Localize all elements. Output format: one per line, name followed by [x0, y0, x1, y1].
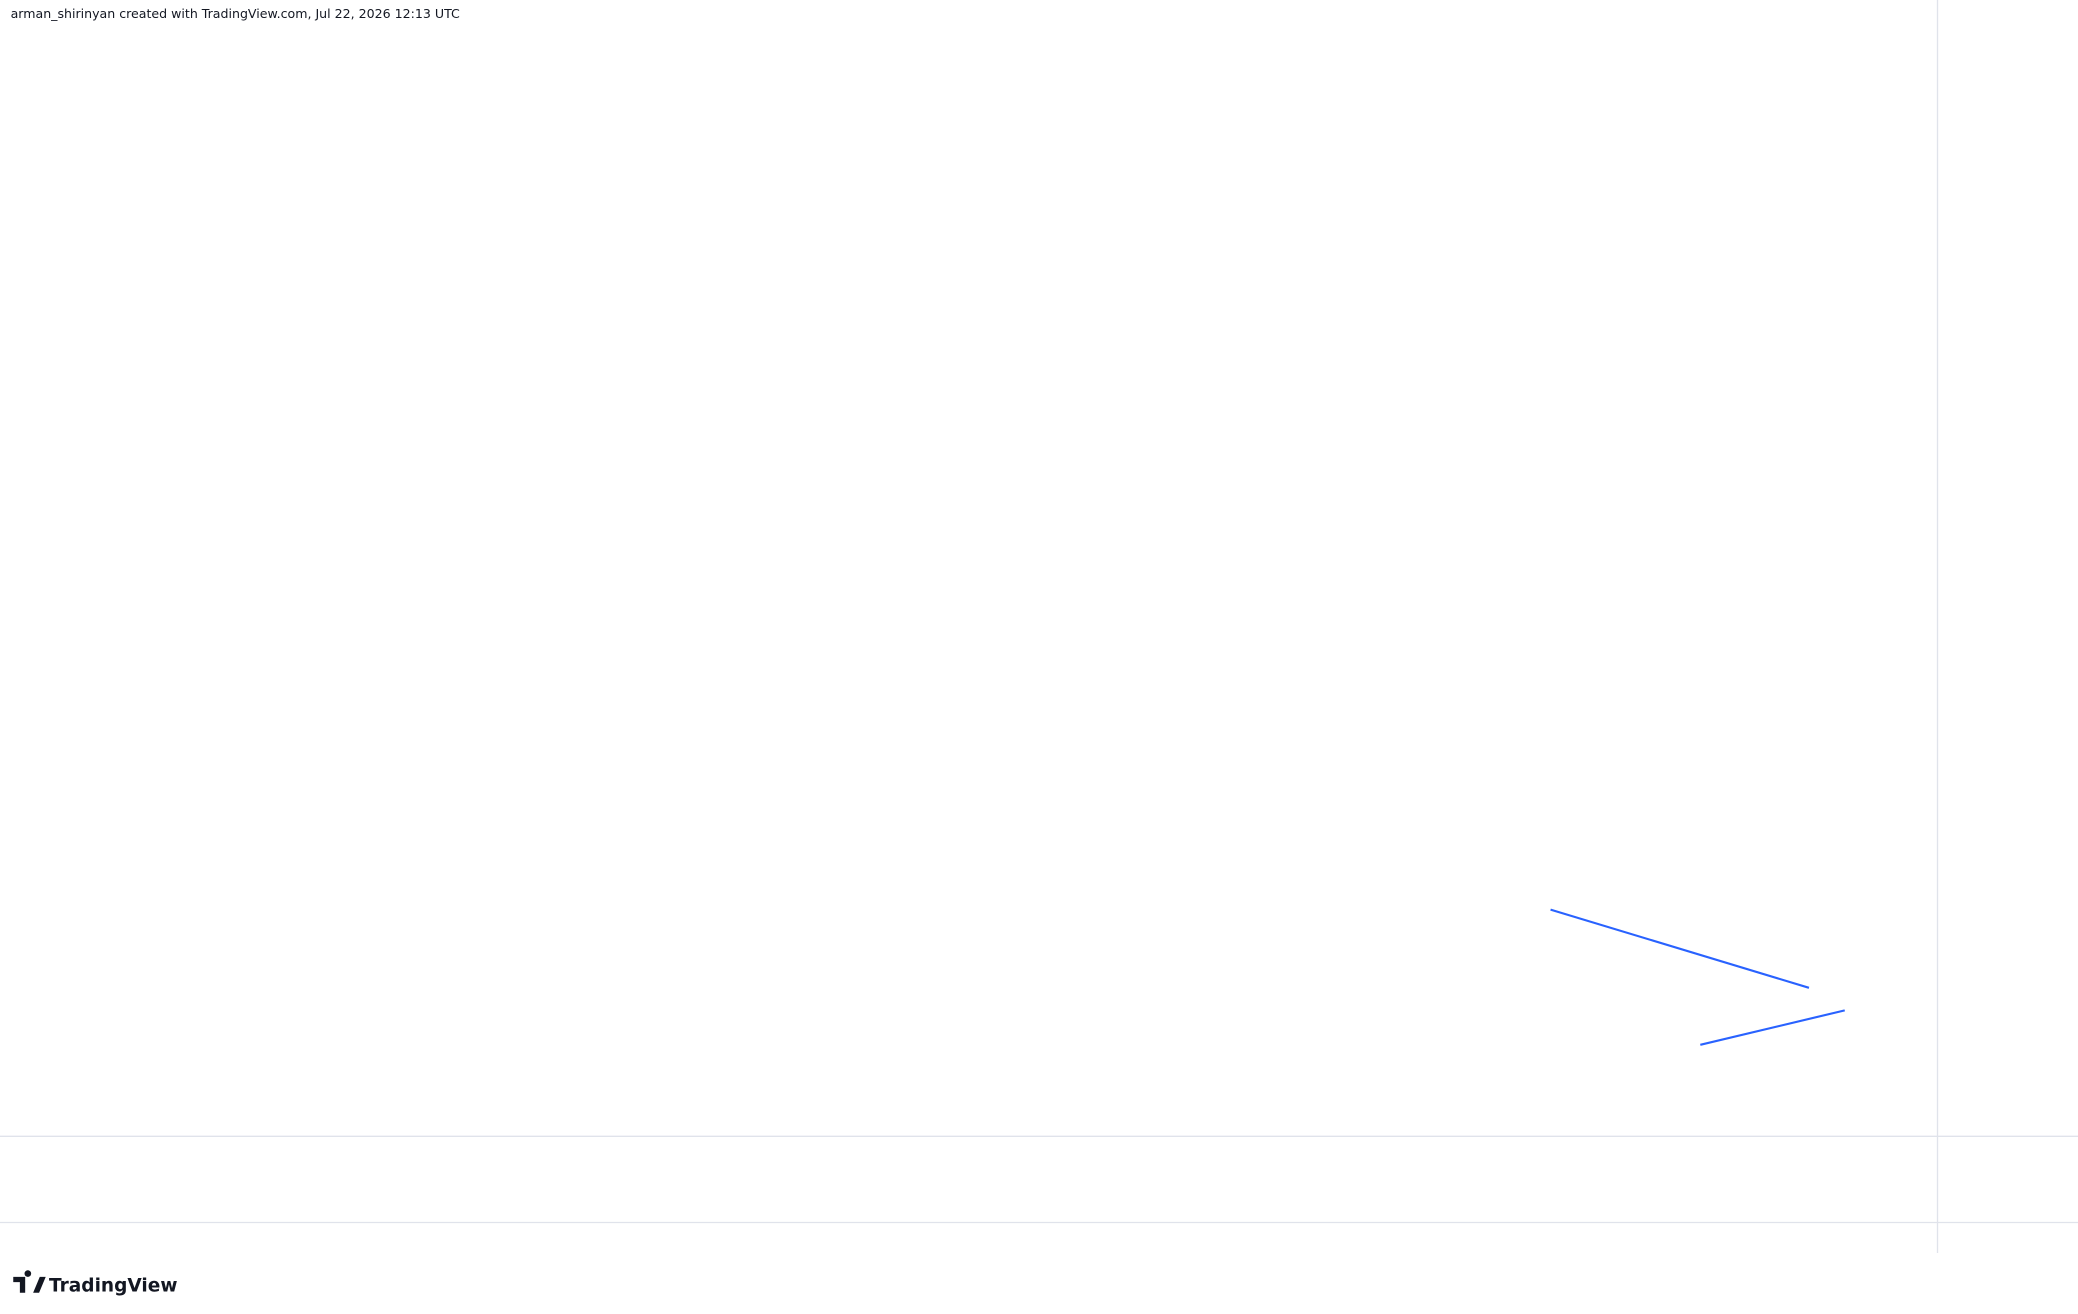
- attribution: arman_shirinyan created with TradingView…: [11, 6, 460, 21]
- trendline-lower[interactable]: [1700, 1009, 1846, 1046]
- logo-icon: [13, 1270, 46, 1293]
- legend: arman_shirinyan created with TradingView…: [11, 6, 460, 21]
- logo-text: TradingView: [49, 1276, 177, 1297]
- logo: TradingView: [13, 1270, 178, 1297]
- trendline-upper[interactable]: [1550, 908, 1810, 989]
- overlay: [1550, 908, 1846, 1046]
